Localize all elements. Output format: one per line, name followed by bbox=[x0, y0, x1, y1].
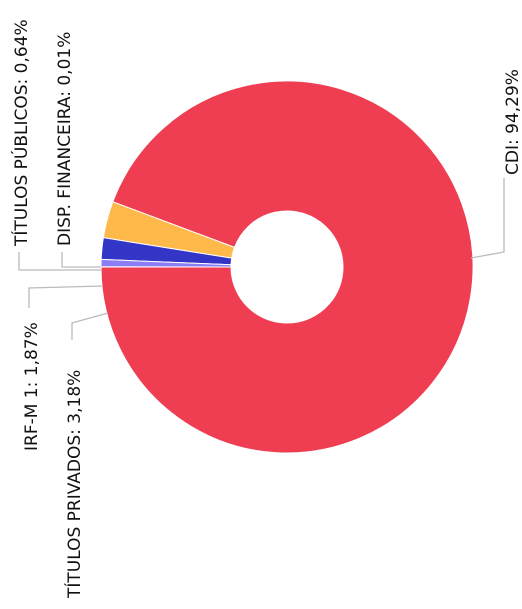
slice-labels: CDI: 94,29% TÍTULOS PRIVADOS: 3,18% IRF-… bbox=[10, 19, 522, 599]
slice-label-titulos-privados: TÍTULOS PRIVADOS: 3,18% bbox=[63, 370, 85, 599]
leader-line-titulos-publicos bbox=[18, 252, 101, 271]
donut-slices bbox=[100, 80, 474, 454]
slice-label-cdi: CDI: 94,29% bbox=[503, 69, 522, 175]
leader-line-titulos-privados bbox=[71, 312, 109, 340]
leader-lines bbox=[18, 178, 505, 340]
leader-line-irf-m-1 bbox=[28, 285, 104, 308]
slice-label-disp-financeira: DISP. FINANCEIRA: 0,01% bbox=[55, 32, 75, 246]
slice-label-titulos-publicos: TÍTULOS PÚBLICOS: 0,64% bbox=[10, 19, 32, 247]
slice-label-irf-m-1: IRF-M 1: 1,87% bbox=[22, 322, 42, 451]
leader-line-cdi bbox=[470, 178, 505, 259]
slice-cdi bbox=[100, 80, 474, 454]
leader-line-disp-financeira bbox=[61, 252, 101, 268]
